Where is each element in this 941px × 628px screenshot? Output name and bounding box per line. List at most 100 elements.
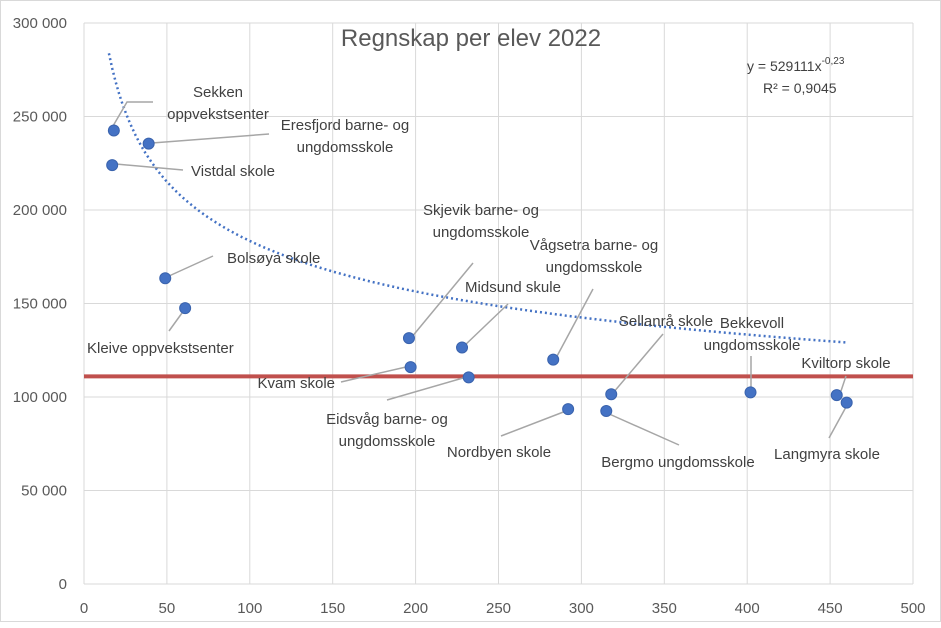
data-point bbox=[830, 389, 843, 402]
data-point bbox=[402, 332, 415, 345]
data-label: Nordbyen skole bbox=[447, 444, 551, 461]
data-label: Bolsøya skole bbox=[227, 250, 320, 267]
leader-line bbox=[410, 262, 474, 339]
data-label-line: Bolsøya skole bbox=[227, 250, 320, 267]
x-tick-label: 500 bbox=[900, 600, 925, 617]
label-leader-lines bbox=[112, 101, 847, 446]
leader-line bbox=[840, 375, 847, 392]
leader-line bbox=[340, 366, 407, 383]
x-tick-label: 100 bbox=[237, 600, 262, 617]
trendline-r-squared: R² = 0,9045 bbox=[763, 80, 837, 96]
data-label: Sellanrå skole bbox=[619, 313, 713, 330]
data-point bbox=[142, 137, 155, 150]
data-label-line: Sekken bbox=[193, 84, 243, 101]
data-label-line: ungdomsskole bbox=[297, 139, 394, 156]
x-tick-label: 350 bbox=[652, 600, 677, 617]
data-point bbox=[159, 272, 172, 285]
data-label-line: Kleive oppvekstsenter bbox=[87, 340, 234, 357]
data-label: Bergmo ungdomsskole bbox=[601, 454, 754, 471]
trendline-equation-exponent: -0,23 bbox=[822, 56, 845, 67]
data-points bbox=[106, 124, 853, 418]
data-point bbox=[179, 302, 192, 315]
x-tick-label: 300 bbox=[569, 600, 594, 617]
leader-line bbox=[112, 101, 153, 127]
data-label-line: Eidsvåg barne- og bbox=[326, 411, 448, 428]
leader-line bbox=[168, 312, 183, 332]
data-label: Vistdal skole bbox=[191, 163, 275, 180]
data-label-line: Sellanrå skole bbox=[619, 313, 713, 330]
y-tick-label: 250 000 bbox=[13, 109, 67, 126]
x-tick-label: 50 bbox=[159, 600, 176, 617]
x-tick-label: 250 bbox=[486, 600, 511, 617]
data-label-line: Bekkevoll bbox=[720, 315, 784, 332]
x-tick-label: 400 bbox=[735, 600, 760, 617]
x-tick-label: 450 bbox=[818, 600, 843, 617]
data-labels: Sekken oppvekstsenter Eresfjord barne- og u… bbox=[87, 84, 891, 471]
y-tick-label: 300 000 bbox=[13, 15, 67, 32]
leader-line bbox=[151, 133, 270, 144]
leader-line bbox=[168, 255, 214, 277]
data-point bbox=[404, 361, 417, 374]
data-label: Vågsetra barne- og ungdomsskole bbox=[530, 237, 658, 276]
data-label: Bekkevoll ungdomsskole bbox=[704, 315, 801, 354]
data-label-line: Nordbyen skole bbox=[447, 444, 551, 461]
data-label-line: Vistdal skole bbox=[191, 163, 275, 180]
data-label: Eresfjord barne- og ungdomsskole bbox=[281, 117, 409, 156]
data-point bbox=[744, 386, 757, 399]
y-tick-label: 0 bbox=[59, 576, 67, 593]
data-point bbox=[547, 353, 560, 366]
data-label: Eidsvåg barne- og ungdomsskole bbox=[326, 411, 448, 450]
data-label: Sekken oppvekstsenter bbox=[167, 84, 269, 123]
trendline-equation: y = 529111x-0,23 bbox=[747, 56, 845, 74]
leader-line bbox=[500, 410, 567, 437]
data-label: Skjevik barne- og ungdomsskole bbox=[423, 202, 539, 241]
y-tick-label: 50 000 bbox=[21, 483, 67, 500]
data-point bbox=[462, 371, 475, 384]
data-label-line: oppvekstsenter bbox=[167, 106, 269, 123]
data-label-line: ungdomsskole bbox=[704, 337, 801, 354]
data-label-line: ungdomsskole bbox=[339, 433, 436, 450]
data-label: Midsund skule bbox=[465, 279, 561, 296]
leader-line bbox=[555, 288, 594, 359]
data-point bbox=[840, 396, 853, 409]
data-point bbox=[456, 341, 469, 354]
leader-line bbox=[828, 406, 847, 439]
data-label-line: ungdomsskole bbox=[546, 259, 643, 276]
data-label: Kvam skole bbox=[257, 375, 335, 392]
chart-title: Regnskap per elev 2022 bbox=[341, 25, 601, 52]
data-label-line: ungdomsskole bbox=[433, 224, 530, 241]
x-tick-label: 200 bbox=[403, 600, 428, 617]
data-point bbox=[107, 124, 120, 137]
x-tick-label: 0 bbox=[80, 600, 88, 617]
gridlines bbox=[83, 22, 914, 585]
leader-line bbox=[612, 333, 664, 394]
leader-line bbox=[386, 377, 464, 401]
power-trendline bbox=[107, 53, 849, 344]
data-label: Langmyra skole bbox=[774, 446, 880, 463]
data-label-line: Kviltorp skole bbox=[801, 355, 890, 372]
data-label: Kleive oppvekstsenter bbox=[87, 340, 234, 357]
leader-line bbox=[115, 163, 184, 171]
leader-line bbox=[462, 303, 509, 348]
data-point bbox=[106, 159, 119, 172]
data-point bbox=[600, 405, 613, 418]
data-label-line: Kvam skole bbox=[257, 375, 335, 392]
data-label-line: Eresfjord barne- og bbox=[281, 117, 409, 134]
data-point bbox=[562, 403, 575, 416]
data-label-line: Skjevik barne- og bbox=[423, 202, 539, 219]
data-label: Kviltorp skole bbox=[801, 355, 890, 372]
x-tick-label: 150 bbox=[320, 600, 345, 617]
data-label-line: Langmyra skole bbox=[774, 446, 880, 463]
trendline-equation-base: y = 529111x bbox=[747, 58, 822, 74]
y-tick-label: 100 000 bbox=[13, 389, 67, 406]
data-label-line: Bergmo ungdomsskole bbox=[601, 454, 754, 471]
axis-ticks: 0 50 100 150 200 250 300 350 400 450 500 0 50 000 100… bbox=[13, 15, 926, 617]
leader-line bbox=[606, 412, 680, 446]
y-tick-label: 200 000 bbox=[13, 202, 67, 219]
y-tick-label: 150 000 bbox=[13, 296, 67, 313]
data-label-line: Midsund skule bbox=[465, 279, 561, 296]
data-label-line: Vågsetra barne- og bbox=[530, 237, 658, 254]
data-point bbox=[605, 388, 618, 401]
